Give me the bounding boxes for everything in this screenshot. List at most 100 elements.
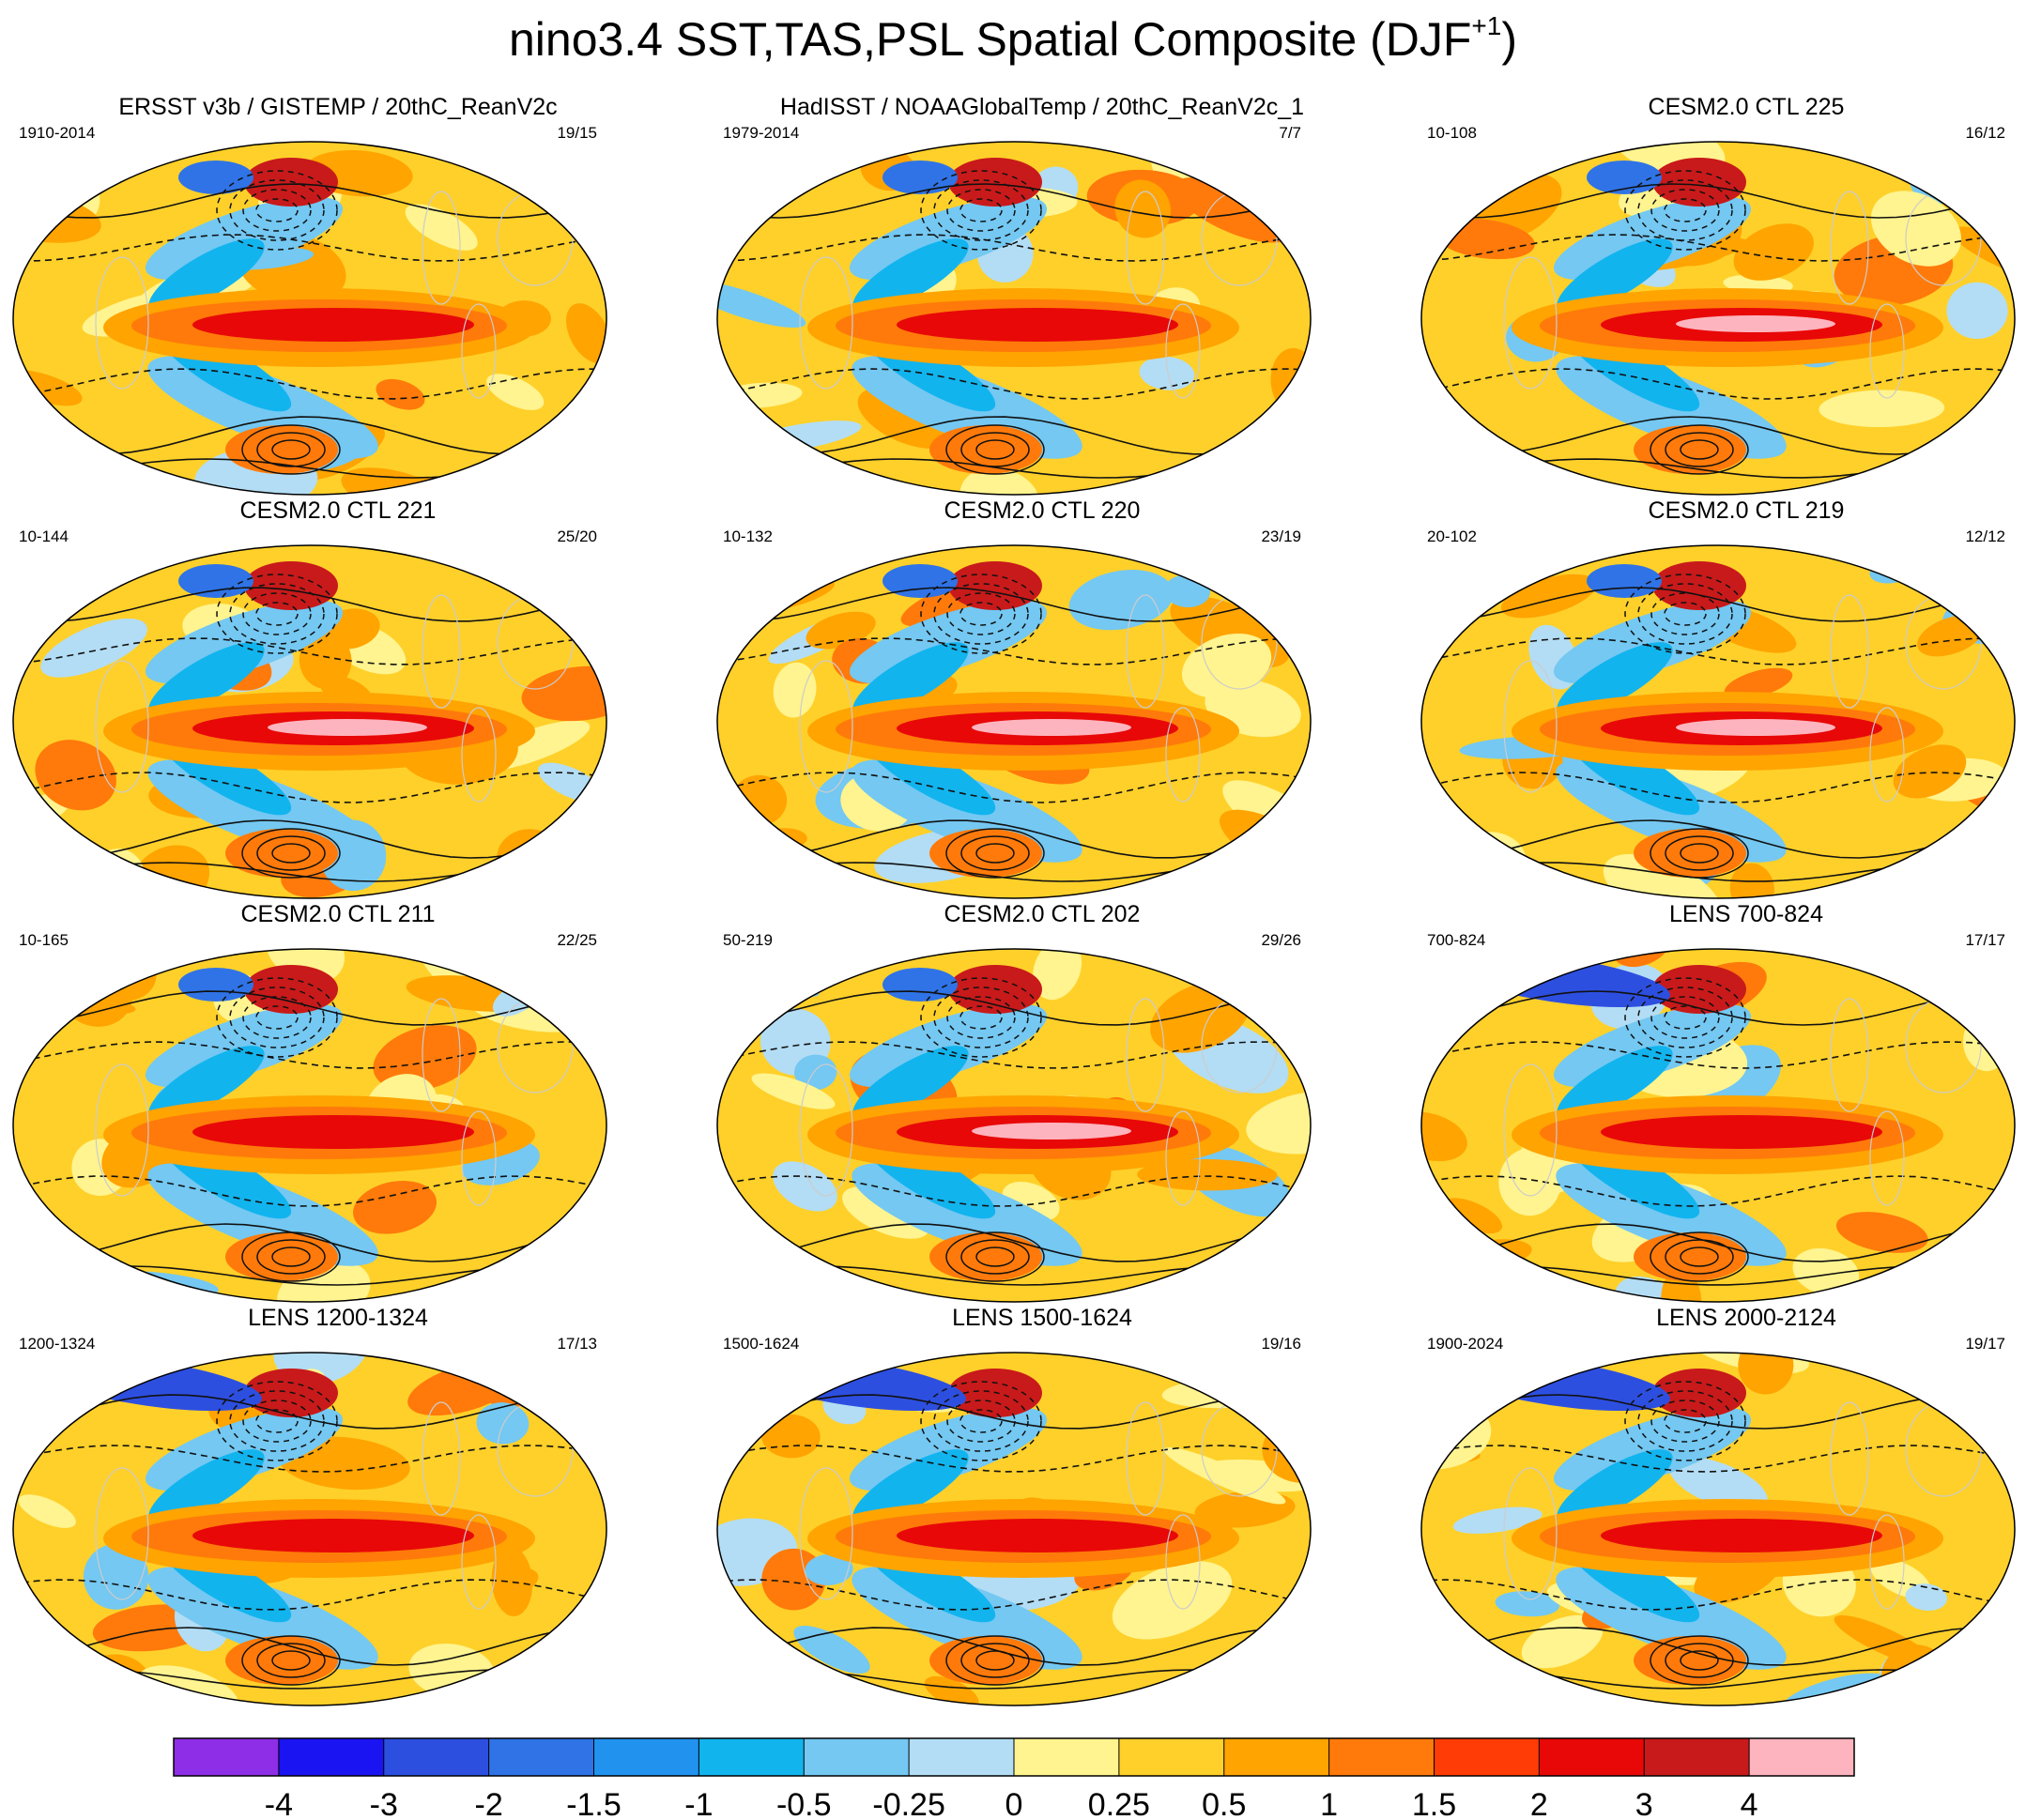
coastline xyxy=(1869,707,1905,803)
colorbar-tick-label: 0 xyxy=(1005,1787,1023,1820)
field-blob xyxy=(506,949,597,968)
psl-high-contour xyxy=(1650,424,1749,475)
psl-low-contour xyxy=(920,170,1042,251)
field-blob xyxy=(1241,949,1311,993)
field-blob xyxy=(959,467,1040,495)
psl-high-contour xyxy=(1665,432,1734,467)
psl-low-contour xyxy=(216,977,338,1058)
psl-high-contour xyxy=(945,1635,1045,1686)
field-blob xyxy=(793,1625,870,1674)
panel-title: CESM2.0 CTL 221 xyxy=(239,497,437,524)
field-blob xyxy=(566,303,606,363)
warm-south xyxy=(225,1636,338,1685)
psl-contour xyxy=(717,990,1311,1026)
colorbar-swatch xyxy=(1539,1738,1645,1776)
field-blob xyxy=(773,1161,837,1212)
colorbar-swatch xyxy=(804,1738,910,1776)
psl-low-contour xyxy=(1650,1399,1720,1443)
field-blob xyxy=(1962,545,2015,562)
coastline xyxy=(422,1401,461,1516)
map-panel-5: CESM2.0 CTL 220 10-132 23/19 xyxy=(714,497,1371,910)
colorbar-tick-label: 0.5 xyxy=(1202,1787,1246,1820)
field-blob xyxy=(1268,1654,1311,1703)
panel-title: CESM2.0 CTL 211 xyxy=(240,901,436,927)
cold-north xyxy=(883,564,958,598)
psl-low-contour xyxy=(1624,977,1746,1058)
map-outline xyxy=(12,141,607,496)
psl-high-contour xyxy=(1680,843,1719,864)
psl-high-contour xyxy=(271,1246,311,1267)
field-blob xyxy=(1252,1640,1311,1690)
psl-contour xyxy=(1421,587,2015,622)
psl-low-contour xyxy=(229,179,325,241)
panel-years: 10-144 xyxy=(19,528,69,545)
coastline xyxy=(1869,303,1905,399)
colorbar-tick-label: 2 xyxy=(1530,1787,1548,1820)
field-blob xyxy=(1421,1111,1467,1162)
map-panel-3: CESM2.0 CTL 225 10-108 16/12 xyxy=(1418,94,2026,507)
psl-high-contour xyxy=(256,835,326,871)
psl-contour xyxy=(717,183,1311,219)
psl-high-contour xyxy=(1680,1650,1719,1671)
colorbar-swatch xyxy=(1223,1738,1330,1776)
warm-tongue-core xyxy=(1601,1519,1882,1552)
psl-high-contour xyxy=(241,828,341,879)
field-blob xyxy=(40,618,147,678)
psl-low-contour xyxy=(1650,592,1720,635)
psl-contour xyxy=(1421,637,2015,665)
cool-patch xyxy=(148,238,265,314)
psl-high-contour xyxy=(975,843,1015,864)
psl-contour xyxy=(717,587,1311,622)
psl-low-contour xyxy=(216,170,338,251)
field-blob xyxy=(521,665,606,722)
psl-low-contour xyxy=(229,583,325,645)
field-blob xyxy=(353,1181,437,1234)
field-blob xyxy=(805,1553,853,1585)
panel-years: 10-132 xyxy=(723,528,773,545)
psl-low-contour xyxy=(933,1390,1029,1452)
cool-patch xyxy=(1557,1449,1673,1524)
field-blob xyxy=(498,857,606,898)
psl-low-contour xyxy=(242,996,312,1039)
warm-south xyxy=(929,829,1042,878)
psl-low-contour xyxy=(1637,583,1733,645)
map-panel-11: LENS 1500-1624 1500-1624 19/16 xyxy=(714,1305,1371,1718)
coastline xyxy=(95,1467,149,1600)
panel-count: 17/17 xyxy=(1965,931,2005,949)
warm-tongue-core xyxy=(192,308,474,342)
warm-south xyxy=(225,1232,338,1281)
psl-low-contour xyxy=(959,1409,1003,1433)
field-blob xyxy=(1174,176,1291,243)
psl-low-contour xyxy=(1624,170,1746,251)
field-blob xyxy=(491,1546,533,1616)
warm-tongue-core xyxy=(897,308,1178,342)
psl-contour xyxy=(13,1041,606,1069)
panel-count: 7/7 xyxy=(1279,124,1301,142)
field-blob xyxy=(1137,1159,1278,1191)
psl-low-contour xyxy=(242,189,312,232)
psl-low-contour xyxy=(1637,1390,1733,1452)
colorbar-tick-label: -0.5 xyxy=(776,1787,832,1820)
cool-patch xyxy=(1557,238,1673,314)
psl-contour xyxy=(717,1445,1311,1473)
psl-low-contour xyxy=(242,592,312,635)
psl-high-contour xyxy=(271,843,311,864)
psl-contour xyxy=(1421,1041,2015,1069)
field-blob xyxy=(924,1675,979,1705)
field-blob xyxy=(793,1054,837,1091)
panel-count: 19/16 xyxy=(1261,1335,1301,1353)
map-panel-10: LENS 1200-1324 1200-1324 17/13 xyxy=(9,1305,667,1718)
field-blob xyxy=(761,828,807,849)
psl-low-contour xyxy=(1624,574,1746,654)
panel-count: 29/26 xyxy=(1261,931,1301,949)
psl-contour xyxy=(13,587,606,622)
colorbar-swatch xyxy=(1014,1738,1120,1776)
cool-patch xyxy=(1557,1046,1673,1121)
cool-patch xyxy=(1557,642,1673,717)
psl-low-contour xyxy=(933,583,1029,645)
psl-contour xyxy=(1421,234,2015,262)
warm-tongue-core xyxy=(1601,1115,1882,1149)
field-blob xyxy=(1452,1506,1543,1535)
map-outline xyxy=(716,948,1312,1303)
map-outline xyxy=(1420,544,2016,899)
